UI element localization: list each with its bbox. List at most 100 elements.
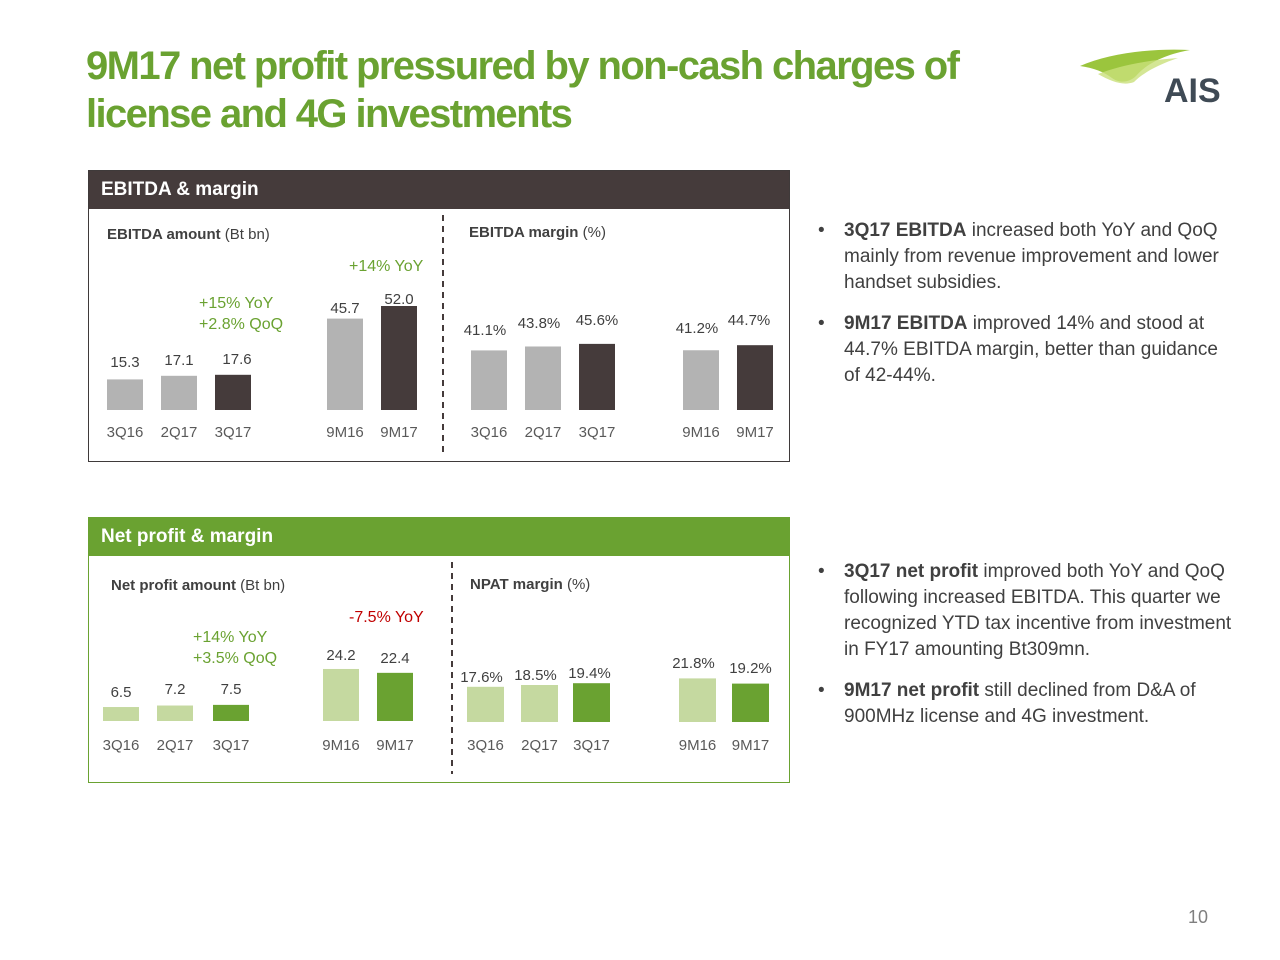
bar-3q17	[213, 704, 249, 721]
chart-title: NPAT margin (%)	[470, 576, 590, 593]
chart-title-bold: EBITDA margin	[469, 224, 578, 241]
data-label: 43.8%	[518, 315, 561, 332]
ebitda-panel: EBITDA & margin EBITDA amount (Bt bn) 15.…	[88, 170, 790, 462]
data-label: 17.6%	[460, 669, 503, 686]
ebitda-charts: EBITDA amount (Bt bn) 15.3 3Q16 17.1 2Q17 17.…	[107, 215, 774, 453]
netprofit-amount-chart: Net profit amount (Bt bn) 6.5 3Q16 7.2 2Q17 7…	[103, 577, 424, 754]
category-label: 2Q17	[525, 424, 562, 441]
bullet-bold: 9M17 EBITDA	[844, 313, 968, 334]
growth-annotation: -7.5% YoY	[349, 609, 424, 626]
category-label: 3Q16	[471, 424, 508, 441]
data-label: 17.1	[164, 352, 193, 369]
bar-2q17	[161, 375, 197, 410]
data-label: 18.5%	[514, 667, 557, 684]
growth-annotation: +3.5% QoQ	[193, 650, 277, 667]
ebitda-amount-chart: EBITDA amount (Bt bn) 15.3 3Q16 17.1 2Q17 17.…	[107, 226, 424, 441]
growth-annotation: +14% YoY	[349, 258, 424, 275]
bullet-item: • 9M17 EBITDA improved 14% and stood at 4…	[818, 311, 1238, 389]
data-label: 22.4	[380, 650, 409, 667]
data-label: 24.2	[326, 647, 355, 664]
chart-title-unit: (Bt bn)	[236, 577, 285, 594]
data-label: 45.7	[330, 300, 359, 317]
chart-title: EBITDA margin (%)	[469, 224, 606, 241]
chart-title-bold: EBITDA amount	[107, 226, 221, 243]
data-label: 44.7%	[728, 312, 771, 329]
category-label: 3Q17	[573, 737, 610, 754]
bullet-dot: •	[818, 561, 825, 582]
category-label: 3Q16	[103, 737, 140, 754]
data-label: 41.1%	[464, 322, 507, 339]
category-label: 3Q17	[579, 424, 616, 441]
data-label: 17.6	[222, 351, 251, 368]
category-label: 3Q16	[107, 424, 144, 441]
bar-3q16	[467, 686, 504, 722]
bar-3q16	[103, 707, 139, 721]
category-label: 9M17	[376, 737, 414, 754]
ais-logo: AIS	[1080, 49, 1221, 110]
bullet-text: improved 14% and stood at 44.7% EBITDA m…	[844, 313, 1218, 386]
bar-3q17	[215, 374, 251, 410]
data-label: 19.2%	[729, 660, 772, 677]
bullet-item: • 9M17 net profit still declined from D&A…	[818, 678, 1238, 730]
data-label: 45.6%	[576, 312, 619, 329]
bar-3q17	[573, 683, 610, 722]
bar-9m17	[381, 306, 417, 410]
chart-title: EBITDA amount (Bt bn)	[107, 226, 270, 243]
bar-9m16	[679, 678, 716, 722]
bullet-dot: •	[818, 680, 825, 701]
bullet-bold: 3Q17 EBITDA	[844, 220, 967, 241]
chart-title-unit: (%)	[578, 224, 606, 241]
category-label: 9M17	[736, 424, 774, 441]
category-label: 3Q16	[467, 737, 504, 754]
growth-annotation: +15% YoY	[199, 295, 274, 312]
bullet-dot: •	[818, 220, 825, 241]
ebitda-panel-header: EBITDA & margin	[89, 171, 789, 209]
bar-3q16	[471, 350, 507, 410]
npat-margin-chart: NPAT margin (%) 17.6% 3Q16 18.5% 2Q17 19.4% 3Q…	[460, 576, 772, 754]
netprofit-panel-header: Net profit & margin	[89, 518, 789, 556]
bar-3q17	[579, 343, 615, 410]
category-label: 9M16	[679, 737, 717, 754]
growth-annotation: +2.8% QoQ	[199, 316, 283, 333]
category-label: 9M16	[322, 737, 360, 754]
bar-9m16	[683, 350, 719, 410]
category-label: 9M16	[682, 424, 720, 441]
bullet-dot: •	[818, 313, 825, 334]
ebitda-margin-chart: EBITDA margin (%) 41.1% 3Q16 43.8% 2Q17 45.6%…	[464, 224, 774, 441]
chart-title-unit: (%)	[563, 576, 591, 593]
data-label: 15.3	[110, 354, 139, 371]
chart-title-unit: (Bt bn)	[221, 226, 270, 243]
bar-2q17	[525, 346, 561, 410]
bar-9m17	[732, 683, 769, 722]
category-label: 2Q17	[521, 737, 558, 754]
netprofit-panel: Net profit & margin Net profit amount (B…	[88, 517, 790, 783]
bar-9m17	[737, 345, 773, 410]
logo-swoosh-light	[1098, 58, 1178, 84]
growth-annotation: +14% YoY	[193, 629, 268, 646]
data-label: 21.8%	[672, 655, 715, 672]
logo-text: AIS	[1164, 72, 1221, 110]
netprofit-bullets: • 3Q17 net profit improved both YoY and Q…	[818, 559, 1238, 745]
bar-9m17	[377, 672, 413, 721]
data-label: 6.5	[111, 684, 132, 701]
category-label: 9M17	[732, 737, 770, 754]
bar-9m16	[327, 318, 363, 410]
bar-3q16	[107, 379, 143, 410]
slide-title: 9M17 net profit pressured by non-cash ch…	[86, 44, 960, 136]
data-label: 52.0	[384, 291, 413, 308]
category-label: 2Q17	[161, 424, 198, 441]
data-label: 41.2%	[676, 320, 719, 337]
ebitda-bullets: • 3Q17 EBITDA increased both YoY and QoQ …	[818, 218, 1238, 404]
bullet-bold: 9M17 net profit	[844, 680, 980, 701]
data-label: 7.5	[221, 681, 242, 698]
bullet-text: increased both YoY and QoQ mainly from r…	[844, 220, 1219, 293]
category-label: 3Q17	[213, 737, 250, 754]
category-label: 3Q17	[215, 424, 252, 441]
bar-2q17	[521, 685, 558, 722]
page-number: 10	[1187, 907, 1208, 927]
chart-title: Net profit amount (Bt bn)	[111, 577, 285, 594]
data-label: 7.2	[165, 681, 186, 698]
bullet-text: still declined from D&A of 900MHz licens…	[844, 680, 1196, 727]
bullet-item: • 3Q17 net profit improved both YoY and Q…	[818, 559, 1238, 663]
netprofit-charts: Net profit amount (Bt bn) 6.5 3Q16 7.2 2Q17 7…	[103, 562, 772, 774]
